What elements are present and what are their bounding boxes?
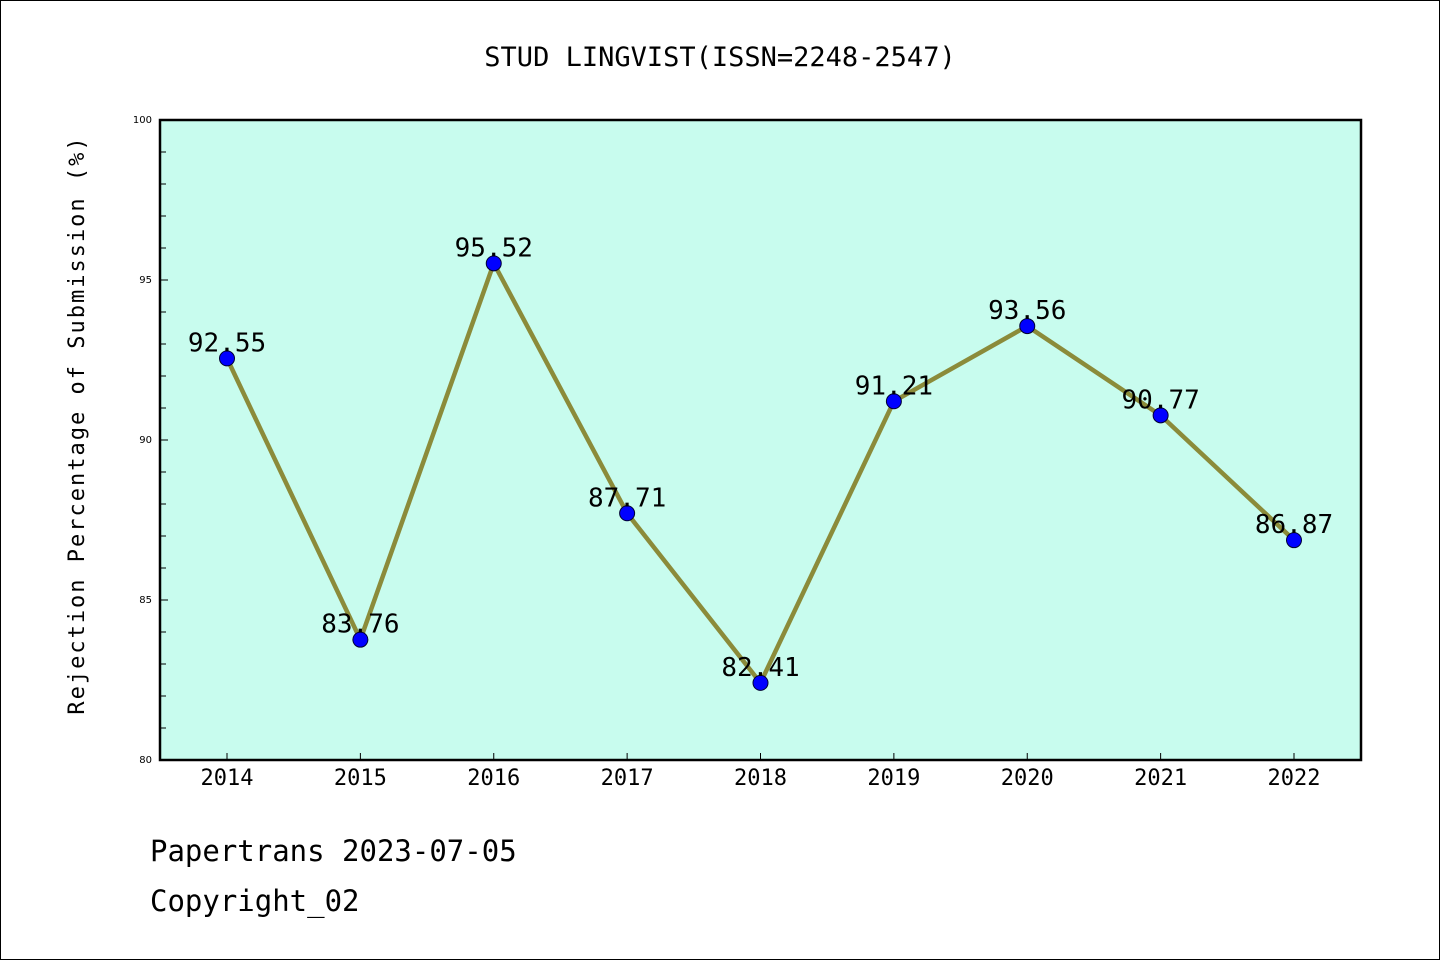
y-tick-label: 90 <box>139 435 152 446</box>
x-tick-label: 2014 <box>201 766 254 791</box>
data-label: 82.41 <box>721 653 799 683</box>
data-label: 86.87 <box>1255 510 1333 540</box>
data-label: 95.52 <box>455 233 533 263</box>
x-tick-label: 2018 <box>734 766 787 791</box>
data-point <box>352 631 369 648</box>
chart-title: STUD LINGVIST(ISSN=2248-2547) <box>484 42 955 73</box>
data-label: 83.76 <box>321 610 399 640</box>
x-tick-label: 2017 <box>601 766 654 791</box>
plot-area <box>158 118 1363 762</box>
data-label: 93.56 <box>988 296 1066 326</box>
data-label: 87.71 <box>588 483 666 513</box>
data-point <box>485 255 502 272</box>
x-tick-label: 2016 <box>467 766 520 791</box>
x-tick-label: 2020 <box>1001 766 1054 791</box>
y-axis-label: Rejection Percentage of Submission (%) <box>65 135 90 714</box>
y-tick-label: 95 <box>139 275 152 286</box>
x-tick-label: 2021 <box>1134 766 1187 791</box>
y-axis: 80 85 90 95 100 <box>133 115 168 766</box>
data-point <box>1019 318 1036 335</box>
y-tick-label: 85 <box>139 595 152 606</box>
footer-copyright: Copyright_02 <box>150 884 360 918</box>
data-point <box>1152 407 1169 424</box>
x-tick-label: 2022 <box>1268 766 1321 791</box>
data-point <box>885 393 902 410</box>
data-labels: 92.55 83.76 95.52 87.71 82.41 91.21 93.56 90.77… <box>188 233 1333 683</box>
data-label: 92.55 <box>188 328 266 358</box>
x-tick-label: 2015 <box>334 766 387 791</box>
data-point <box>619 505 636 522</box>
x-tick-label: 2019 <box>867 766 920 791</box>
x-axis: 2014 2015 2016 2017 2018 2019 2020 2021 2022 <box>201 753 1321 791</box>
footer-date: Papertrans 2023-07-05 <box>150 834 517 868</box>
y-tick-label: 80 <box>139 755 152 766</box>
data-point <box>752 674 769 691</box>
data-label: 91.21 <box>855 371 933 401</box>
data-point <box>1286 532 1302 549</box>
series-markers <box>219 255 1302 691</box>
data-point <box>219 350 235 367</box>
data-label: 90.77 <box>1121 385 1199 415</box>
y-tick-label: 100 <box>133 115 152 126</box>
